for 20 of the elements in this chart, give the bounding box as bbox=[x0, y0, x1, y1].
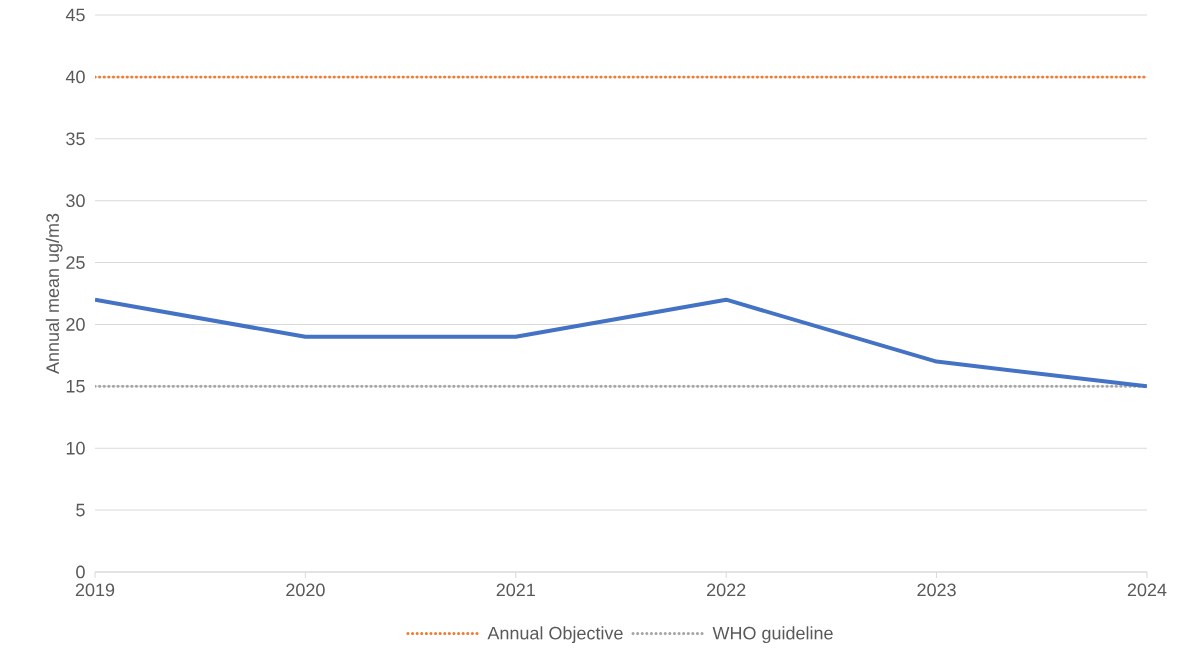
x-tick-label: 2021 bbox=[496, 583, 535, 597]
y-tick-label: 10 bbox=[66, 441, 85, 455]
y-tick-label: 15 bbox=[66, 380, 85, 393]
y-tick-label: 5 bbox=[76, 503, 85, 517]
y-tick-label: 30 bbox=[66, 194, 85, 208]
y-tick-label: 40 bbox=[65, 70, 85, 84]
line-series bbox=[95, 297, 1147, 389]
y-tick-label: 25 bbox=[66, 256, 85, 269]
legend-label: WHO guideline bbox=[712, 626, 833, 644]
legend-label: Annual Objective bbox=[487, 626, 623, 644]
y-tick-label: 45 bbox=[65, 8, 85, 22]
x-tick-label: 2024 bbox=[1127, 583, 1167, 597]
y-axis-title: Annual mean ug/m3 bbox=[45, 213, 63, 375]
y-tick-label: 0 bbox=[76, 565, 85, 579]
x-tick-label: 2019 bbox=[75, 583, 115, 597]
x-tick-label: 2023 bbox=[917, 583, 956, 597]
x-tick-label: 2022 bbox=[707, 583, 746, 597]
y-tick-label: 20 bbox=[66, 318, 85, 331]
y-tick-label: 35 bbox=[66, 132, 85, 146]
x-tick-label: 2020 bbox=[286, 583, 325, 597]
